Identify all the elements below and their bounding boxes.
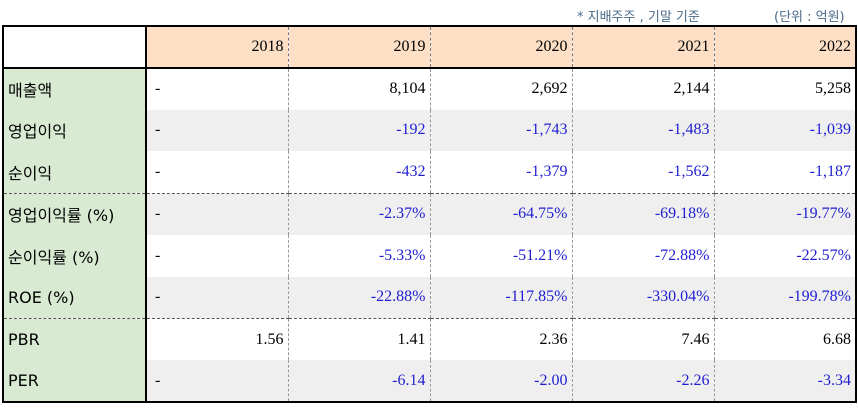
value-cell: -: [146, 193, 288, 235]
row-label-roe: ROE (%): [2, 276, 147, 320]
value-cell: 8,104: [287, 67, 430, 110]
value-cell: -69.18%: [571, 193, 714, 235]
row-net-income: 순이익 - -432 -1,379 -1,562 -1,187: [2, 151, 857, 194]
value-cell: 2,692: [429, 67, 572, 110]
value-cell: 2,144: [571, 67, 714, 110]
value-cell: -: [146, 151, 288, 194]
table-notes: * 지배주주 , 기말 기준 (단위 : 억원): [0, 4, 858, 25]
year-header-2018: 2018: [145, 25, 288, 69]
row-label-operating-margin: 영업이익률 (%): [2, 193, 147, 235]
value-cell: -1,039: [713, 109, 857, 152]
value-cell: -: [146, 109, 288, 152]
value-cell: -19.77%: [713, 193, 857, 235]
row-label-revenue: 매출액: [2, 67, 147, 110]
value-cell: -1,743: [429, 109, 572, 152]
row-label-operating-profit: 영업이익: [2, 109, 147, 152]
row-roe: ROE (%) - -22.88% -117.85% -330.04% -199…: [2, 276, 857, 320]
value-cell: -3.34: [713, 360, 857, 404]
value-cell: -330.04%: [571, 276, 714, 320]
row-operating-margin: 영업이익률 (%) - -2.37% -64.75% -69.18% -19.7…: [2, 193, 857, 235]
value-cell: -192: [287, 109, 430, 152]
value-cell: 1.41: [287, 318, 430, 361]
row-label-pbr: PBR: [2, 318, 147, 361]
value-cell: -432: [287, 151, 430, 194]
value-cell: -64.75%: [429, 193, 572, 235]
row-label-per: PER: [2, 360, 147, 404]
year-header-2020: 2020: [429, 25, 572, 69]
year-header-2021: 2021: [571, 25, 714, 69]
value-cell: -6.14: [287, 360, 430, 404]
year-header-2022: 2022: [713, 25, 857, 69]
value-cell: -1,187: [713, 151, 857, 194]
value-cell: 5,258: [713, 67, 857, 110]
row-label-net-margin: 순이익률 (%): [2, 234, 147, 277]
row-revenue: 매출액 - 8,104 2,692 2,144 5,258: [2, 67, 857, 110]
value-cell: 2.36: [429, 318, 572, 361]
row-per: PER - -6.14 -2.00 -2.26 -3.34: [2, 360, 857, 404]
header-corner-cell: [2, 25, 147, 69]
value-cell: -2.26: [571, 360, 714, 404]
value-cell: -5.33%: [287, 234, 430, 277]
value-cell: 6.68: [713, 318, 857, 361]
value-cell: -2.00: [429, 360, 572, 404]
value-cell: -72.88%: [571, 234, 714, 277]
value-cell: -117.85%: [429, 276, 572, 320]
row-net-margin: 순이익률 (%) - -5.33% -51.21% -72.88% -22.57…: [2, 234, 857, 277]
value-cell: -51.21%: [429, 234, 572, 277]
value-cell: -: [146, 360, 288, 404]
value-cell: -22.88%: [287, 276, 430, 320]
value-cell: -2.37%: [287, 193, 430, 235]
financial-summary-table: 2018 2019 2020 2021 2022 매출액 - 8,104 2,6…: [2, 25, 857, 404]
header-row: 2018 2019 2020 2021 2022: [2, 25, 857, 69]
value-cell: -: [146, 276, 288, 320]
value-cell: -22.57%: [713, 234, 857, 277]
row-label-net-income: 순이익: [2, 151, 147, 194]
unit-note: (단위 : 억원): [774, 10, 845, 25]
basis-note: * 지배주주 , 기말 기준: [577, 10, 700, 25]
row-operating-profit: 영업이익 - -192 -1,743 -1,483 -1,039: [2, 109, 857, 152]
value-cell: -: [155, 80, 161, 98]
value-cell: 7.46: [571, 318, 714, 361]
row-pbr: PBR 1.56 1.41 2.36 7.46 6.68: [2, 318, 857, 361]
value-cell: -: [155, 246, 161, 264]
value-cell: -1,379: [429, 151, 572, 194]
value-cell: -1,562: [571, 151, 714, 194]
value-cell: -1,483: [571, 109, 714, 152]
value-cell: -199.78%: [713, 276, 857, 320]
year-header-2019: 2019: [287, 25, 430, 69]
value-cell: 1.56: [255, 330, 284, 348]
